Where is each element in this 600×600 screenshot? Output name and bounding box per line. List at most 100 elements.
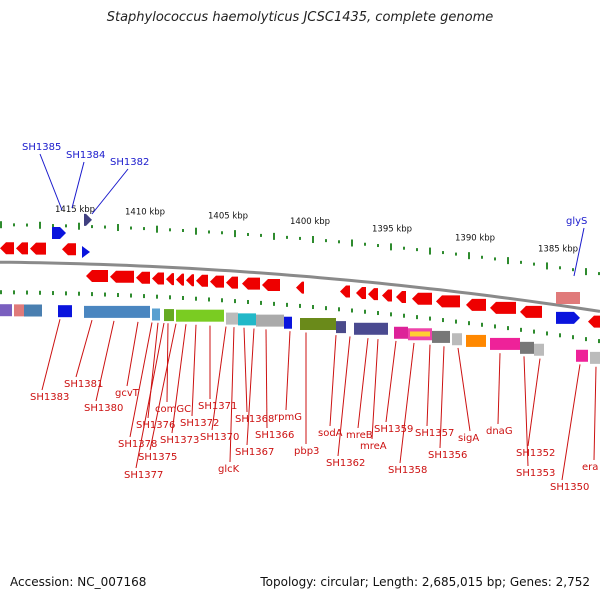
bottom-gene-label: SH1372 <box>180 418 219 429</box>
inner-tick <box>117 293 119 298</box>
scale-tick <box>52 224 54 228</box>
inner-tick <box>468 321 470 326</box>
scale-tick <box>533 262 535 266</box>
gene-block <box>410 331 430 337</box>
scale-tick <box>442 251 444 255</box>
scale-tick <box>403 246 405 250</box>
scale-tick <box>182 228 184 232</box>
bottom-gene-label: sodA <box>318 428 343 439</box>
scale-tick <box>429 247 431 255</box>
scale-label: 1385 kbp <box>538 244 578 254</box>
inner-tick <box>13 290 15 295</box>
gene-block <box>534 343 544 356</box>
scale-tick <box>117 224 119 232</box>
gene-arrow <box>588 315 600 328</box>
scale-tick <box>364 242 366 246</box>
inner-tick <box>442 318 444 323</box>
bottom-gene-label: pbp3 <box>294 446 319 457</box>
gene-block <box>576 349 588 362</box>
bottom-leader-line <box>457 347 471 432</box>
gene-arrow <box>210 275 224 288</box>
gene-block <box>394 326 408 339</box>
top-leader-line <box>39 153 63 211</box>
bottom-gene-label: SH1362 <box>326 458 365 469</box>
inner-tick <box>247 299 249 304</box>
bottom-gene-label: SH1371 <box>198 401 237 412</box>
gene-arrow <box>110 270 134 283</box>
gene-block <box>452 333 462 346</box>
scale-tick <box>91 225 93 229</box>
scale-tick <box>234 230 236 238</box>
scale-tick <box>585 268 587 276</box>
bottom-leader-line <box>593 366 597 461</box>
top-gene-label: SH1385 <box>22 142 61 153</box>
inner-tick <box>286 302 288 307</box>
scale-tick <box>26 223 28 227</box>
scale-label: 1415 kbp <box>55 205 95 215</box>
gene-block <box>176 309 224 322</box>
inner-tick <box>182 295 184 300</box>
inner-tick <box>91 292 93 297</box>
gene-block <box>164 309 174 322</box>
gene-arrow <box>82 246 90 258</box>
bottom-leader-line <box>191 324 197 417</box>
gene-arrow <box>490 301 516 314</box>
scale-tick <box>143 227 145 231</box>
scale-tick <box>286 235 288 239</box>
scale-tick <box>507 257 509 265</box>
inner-tick <box>416 315 418 320</box>
inner-tick <box>143 294 145 299</box>
inner-tick <box>156 294 158 299</box>
bottom-leader-line <box>399 342 415 464</box>
inner-tick <box>351 308 353 313</box>
gene-arrow <box>0 242 14 255</box>
gene-arrow <box>62 243 76 256</box>
inner-tick <box>325 306 327 311</box>
gene-arrow <box>382 289 392 302</box>
inner-tick <box>26 290 28 295</box>
gene-arrow <box>520 305 542 318</box>
bottom-leader-line <box>439 346 445 449</box>
bottom-gene-label: mreA <box>360 441 387 452</box>
scale-tick <box>39 221 41 229</box>
gene-block <box>256 314 284 327</box>
scale-tick <box>520 260 522 264</box>
bottom-gene-label: SH1367 <box>235 447 274 458</box>
scale-label: 1410 kbp <box>125 207 165 217</box>
gene-block <box>14 304 24 317</box>
gene-block <box>336 321 346 334</box>
bottom-leader-line <box>75 320 93 378</box>
inner-tick <box>130 293 132 298</box>
inner-tick <box>260 300 262 305</box>
bottom-leader-line <box>149 323 177 451</box>
top-leader-line <box>573 227 585 277</box>
bottom-gene-label: glcK <box>218 464 240 475</box>
scale-tick <box>377 244 379 248</box>
gene-arrow <box>196 274 208 287</box>
gene-arrow <box>30 242 46 255</box>
gene-block <box>0 304 12 317</box>
gene-arrow <box>356 286 366 299</box>
gene-block <box>354 322 388 335</box>
bottom-leader-line <box>371 339 379 440</box>
top-gene-label: glyS <box>566 216 587 227</box>
inner-tick <box>403 313 405 318</box>
bottom-leader-line <box>243 327 248 413</box>
inner-tick <box>234 299 236 304</box>
bottom-gene-label: SH1357 <box>415 428 454 439</box>
gene-block <box>590 351 600 364</box>
inner-tick <box>507 326 509 331</box>
bottom-gene-label: SH1370 <box>200 432 239 443</box>
scale-tick <box>65 224 67 228</box>
gene-arrow <box>84 213 92 226</box>
top-leader-line <box>71 161 85 209</box>
bottom-gene-label: SH1380 <box>84 403 123 414</box>
scale-label: 1400 kbp <box>290 217 330 227</box>
bottom-leader-line <box>329 335 337 427</box>
bottom-leader-line <box>229 327 235 463</box>
scale-tick <box>195 227 197 235</box>
gene-block <box>58 305 72 318</box>
scale-label: 1395 kbp <box>372 225 412 235</box>
scale-tick <box>247 232 249 236</box>
bottom-gene-label: gcvT <box>115 388 140 399</box>
